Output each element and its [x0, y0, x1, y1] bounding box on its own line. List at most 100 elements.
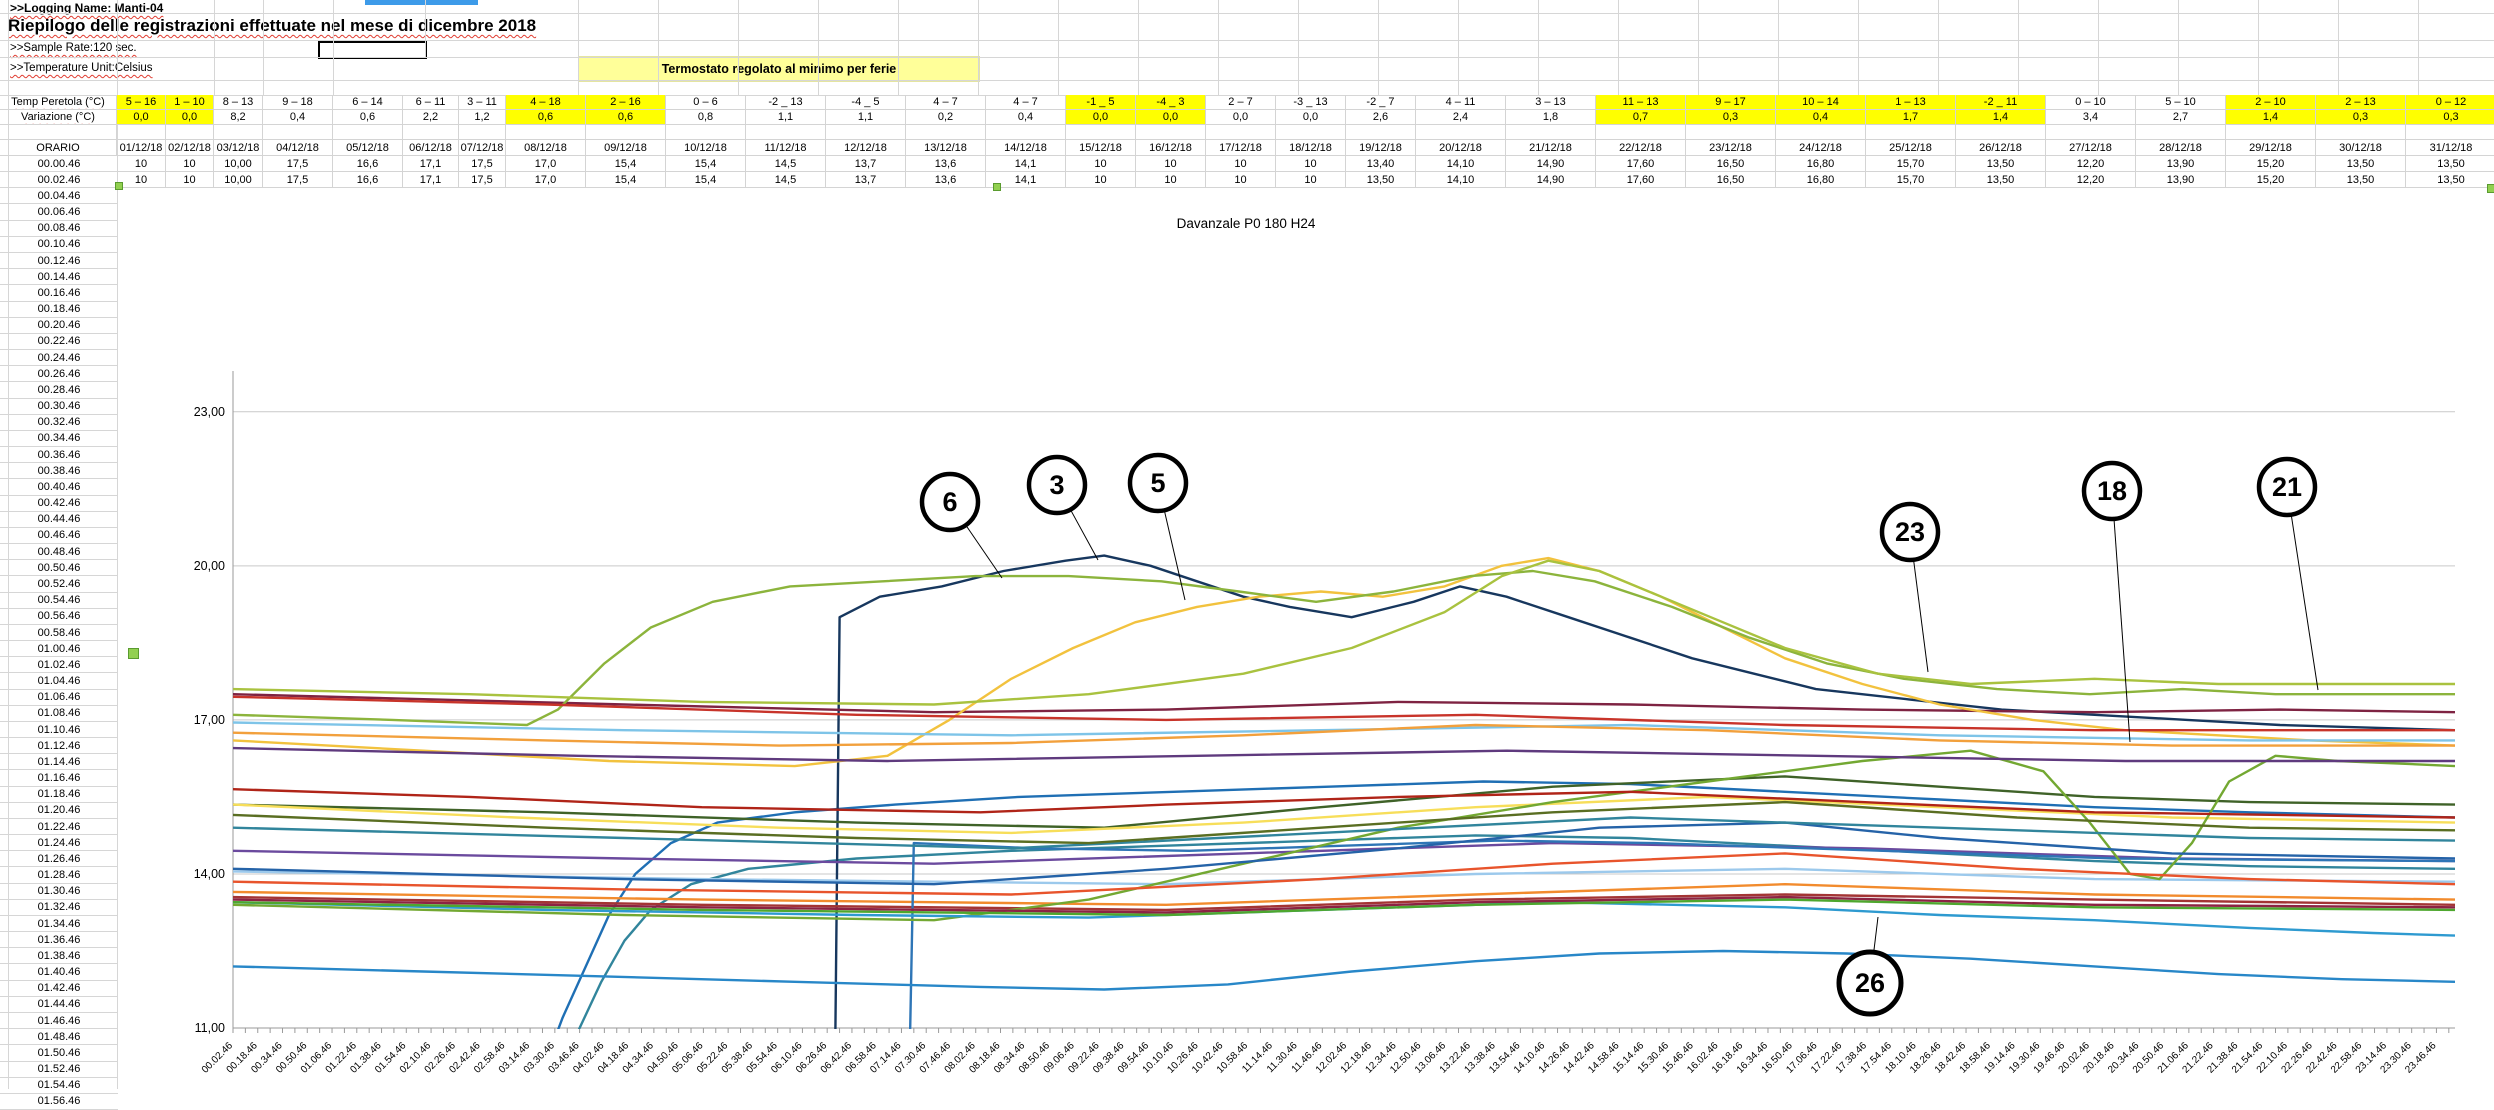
temp-range-cell[interactable]: 4 – 7 [906, 95, 986, 110]
reading-cell[interactable]: 10,00 [214, 172, 263, 189]
reading-cell[interactable]: 17,5 [459, 172, 506, 189]
orario-time-cell[interactable]: 01.56.46 [0, 1094, 118, 1110]
date-header-cell[interactable]: 05/12/18 [333, 140, 403, 156]
variation-cell[interactable]: 0,3 [1686, 110, 1776, 125]
variation-cell[interactable]: 2,4 [1416, 110, 1506, 125]
reading-cell[interactable]: 15,4 [586, 156, 666, 173]
blank-cell[interactable] [214, 125, 263, 140]
cell-selection-outline[interactable] [318, 41, 427, 59]
date-header-cell[interactable]: 15/12/18 [1066, 140, 1136, 156]
temp-range-cell[interactable]: 0 – 10 [2046, 95, 2136, 110]
reading-cell[interactable]: 15,70 [1866, 156, 1956, 173]
orario-time-cell[interactable]: 00.48.46 [0, 544, 118, 561]
temp-range-cell[interactable]: 2 – 10 [2226, 95, 2316, 110]
orario-time-cell[interactable]: 00.54.46 [0, 593, 118, 609]
callout-circle-6[interactable] [919, 471, 981, 533]
holiday-banner[interactable]: Termostato regolato al minimo per ferie [578, 56, 980, 82]
embedded-chart[interactable]: Davanzale P0 180 H24 11,00 14,00 17,00 20,00… [119, 190, 2494, 1097]
reading-cell[interactable]: 17,0 [506, 156, 586, 173]
date-header-cell[interactable]: 23/12/18 [1686, 140, 1776, 156]
reading-cell[interactable]: 14,5 [746, 172, 826, 189]
blank-cell[interactable] [2316, 125, 2406, 140]
orario-time-cell[interactable]: 01.34.46 [0, 916, 118, 933]
orario-time-cell[interactable]: 01.06.46 [0, 690, 118, 706]
date-header-cell[interactable]: 13/12/18 [906, 140, 986, 156]
date-header-cell[interactable]: 14/12/18 [986, 140, 1066, 156]
blank-cell[interactable] [0, 125, 117, 140]
orario-time-cell[interactable]: 00.02.46 [0, 172, 118, 189]
orario-time-cell[interactable]: 00.56.46 [0, 609, 118, 625]
orario-time-cell[interactable]: 01.28.46 [0, 867, 118, 884]
variation-cell[interactable]: 2,6 [1346, 110, 1416, 125]
blank-cell[interactable] [1346, 125, 1416, 140]
orario-time-cell[interactable]: 01.10.46 [0, 722, 118, 739]
blank-cell[interactable] [403, 125, 459, 140]
reading-cell[interactable]: 16,6 [333, 156, 403, 173]
sample-rate-label[interactable]: >>Sample Rate:120 sec. [10, 42, 137, 54]
variation-cell[interactable]: 0,4 [986, 110, 1066, 125]
temp-range-cell[interactable]: -2 _ 7 [1346, 95, 1416, 110]
date-header-cell[interactable]: 30/12/18 [2316, 140, 2406, 156]
reading-cell[interactable]: 10 [117, 172, 166, 189]
blank-cell[interactable] [1136, 125, 1206, 140]
temp-range-cell[interactable]: 8 – 13 [214, 95, 263, 110]
reading-cell[interactable]: 17,5 [263, 156, 333, 173]
date-header-cell[interactable]: 25/12/18 [1866, 140, 1956, 156]
variation-cell[interactable]: 0,0 [166, 110, 214, 125]
blank-cell[interactable] [117, 125, 166, 140]
reading-cell[interactable]: 14,1 [986, 156, 1066, 173]
reading-cell[interactable]: 10 [1136, 172, 1206, 189]
blank-cell[interactable] [166, 125, 214, 140]
temp-range-cell[interactable]: -4 _ 3 [1136, 95, 1206, 110]
temp-range-cell[interactable]: 4 – 11 [1416, 95, 1506, 110]
orario-time-cell[interactable]: 00.06.46 [0, 205, 118, 221]
variation-cell[interactable]: 0,0 [117, 110, 166, 125]
orario-time-cell[interactable]: 01.24.46 [0, 835, 118, 852]
date-header-cell[interactable]: 11/12/18 [746, 140, 826, 156]
variation-cell[interactable]: 0,4 [1776, 110, 1866, 125]
variation-cell[interactable]: 0,8 [666, 110, 746, 125]
reading-cell[interactable]: 14,1 [986, 172, 1066, 189]
reading-cell[interactable]: 13,50 [1346, 172, 1416, 189]
orario-time-cell[interactable]: 00.18.46 [0, 302, 118, 318]
blank-cell[interactable] [263, 125, 333, 140]
variation-cell[interactable]: 0,0 [1206, 110, 1276, 125]
blank-cell[interactable] [746, 125, 826, 140]
variation-cell[interactable]: 1,7 [1866, 110, 1956, 125]
orario-time-cell[interactable]: 00.52.46 [0, 576, 118, 593]
blank-cell[interactable] [906, 125, 986, 140]
blank-cell[interactable] [459, 125, 506, 140]
blank-cell[interactable] [666, 125, 746, 140]
reading-cell[interactable]: 16,80 [1776, 172, 1866, 189]
date-header-cell[interactable]: 12/12/18 [826, 140, 906, 156]
reading-cell[interactable]: 10,00 [214, 156, 263, 173]
orario-time-cell[interactable]: 00.08.46 [0, 221, 118, 237]
variation-cell[interactable]: 0,3 [2316, 110, 2406, 125]
reading-cell[interactable]: 13,7 [826, 172, 906, 189]
blank-cell[interactable] [1206, 125, 1276, 140]
variation-cell[interactable]: 8,2 [214, 110, 263, 125]
reading-cell[interactable]: 16,80 [1776, 156, 1866, 173]
reading-cell[interactable]: 17,1 [403, 156, 459, 173]
variation-cell[interactable]: 1,2 [459, 110, 506, 125]
date-header-cell[interactable]: 20/12/18 [1416, 140, 1506, 156]
orario-time-cell[interactable]: 01.48.46 [0, 1029, 118, 1046]
reading-cell[interactable]: 13,50 [2406, 172, 2494, 189]
orario-time-cell[interactable]: 00.30.46 [0, 399, 118, 415]
reading-cell[interactable]: 15,4 [586, 172, 666, 189]
variation-cell[interactable]: 0,7 [1596, 110, 1686, 125]
temp-range-cell[interactable]: 5 – 16 [117, 95, 166, 110]
orario-time-cell[interactable]: 00.42.46 [0, 496, 118, 512]
date-header-cell[interactable]: 24/12/18 [1776, 140, 1866, 156]
variation-cell[interactable]: 2,7 [2136, 110, 2226, 125]
variation-cell[interactable]: 1,1 [746, 110, 826, 125]
date-header-cell[interactable]: 06/12/18 [403, 140, 459, 156]
blank-cell[interactable] [506, 125, 586, 140]
blank-cell[interactable] [826, 125, 906, 140]
temp-range-cell[interactable]: 0 – 6 [666, 95, 746, 110]
temp-range-cell[interactable]: -1 _ 5 [1066, 95, 1136, 110]
variation-cell[interactable]: 0,6 [333, 110, 403, 125]
reading-cell[interactable]: 15,20 [2226, 156, 2316, 173]
variation-cell[interactable]: 0,3 [2406, 110, 2494, 125]
date-header-cell[interactable]: 09/12/18 [586, 140, 666, 156]
